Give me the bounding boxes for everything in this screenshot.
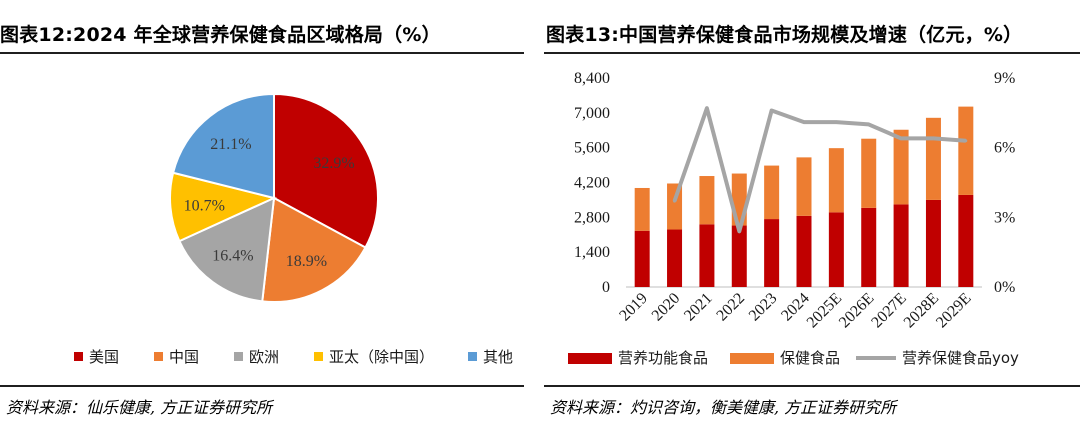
pie-legend-swatch-3 xyxy=(314,352,323,361)
yoy-point-2024 xyxy=(802,120,806,124)
pie-label-1: 18.9% xyxy=(286,253,327,270)
pie-label-0: 32.9% xyxy=(313,155,354,172)
bar-nutrition-2025E xyxy=(828,212,844,287)
pie-slice-3 xyxy=(169,171,278,243)
bar-legend-swatch-0 xyxy=(568,353,612,364)
yoy-point-2026E xyxy=(867,122,871,126)
yoy-point-2023 xyxy=(770,109,774,112)
bar-chart: 0 1,400 2,800 4,200 5,600 7,000 8,400 0% 3% 6% 9% 2… xyxy=(568,70,1019,367)
bar-source-rule xyxy=(544,385,1080,387)
yoy-point-2028E xyxy=(932,136,935,140)
bar-health-2019 xyxy=(634,187,650,231)
bar-nutrition-2023 xyxy=(764,219,780,287)
bar-chart-title: 图表13:中国营养保健食品市场规模及增速（亿元，%） xyxy=(546,24,1023,46)
bar-legend-label-0: 营养功能食品 xyxy=(618,349,708,367)
pie-legend-label-4: 其他 xyxy=(483,348,513,366)
bar-legend-label-1: 保健食品 xyxy=(780,349,840,367)
bar-panel: 图表13:中国营养保健食品市场规模及增速（亿元，%） 0 1,400 2,800 4,… xyxy=(544,0,1080,437)
pie-legend-swatch-2 xyxy=(234,352,243,361)
y-tick-label-1: 1,400 xyxy=(574,244,610,261)
yoy-point-2022 xyxy=(737,229,741,233)
bar-nutrition-2027E xyxy=(893,204,909,287)
yoy-point-2027E xyxy=(899,136,903,140)
x-tick-label-2022: 2022 xyxy=(713,290,748,325)
bar-health-2026E xyxy=(861,138,877,208)
bar-nutrition-2028E xyxy=(925,199,941,287)
y2-tick-label-0: 0% xyxy=(994,279,1015,296)
pie-source: 资料来源：仙乐健康, 方正证券研究所 xyxy=(6,398,273,417)
bar-title-rule xyxy=(544,52,1080,54)
pie-slice-0 xyxy=(273,92,379,249)
x-tick-label-2023: 2023 xyxy=(746,290,781,325)
x-tick-label-2020: 2020 xyxy=(649,290,684,325)
x-tick-label-2025E: 2025E xyxy=(804,290,846,332)
bar-health-2021 xyxy=(699,176,715,225)
pie-legend-swatch-1 xyxy=(154,352,163,361)
pie-slice-2 xyxy=(178,196,276,303)
pie-legend-label-2: 欧洲 xyxy=(249,348,279,366)
bar-nutrition-2020 xyxy=(667,229,683,287)
pie-source-rule xyxy=(0,385,524,387)
bar-health-2025E xyxy=(828,148,844,213)
x-tick-label-2028E: 2028E xyxy=(901,290,943,332)
x-tick-label-2019: 2019 xyxy=(616,290,651,325)
pie-chart-title: 图表12:2024 年全球营养保健食品区域格局（%） xyxy=(0,24,441,46)
bar-health-2028E xyxy=(925,117,941,200)
x-tick-label-2021: 2021 xyxy=(681,290,716,325)
pie-legend-label-3: 亚太（除中国） xyxy=(329,348,434,366)
bar-health-2029E xyxy=(958,106,974,195)
pie-chart: 32.9% 18.9% 16.4% 10.7% 21.1% 美国 中国 欧洲 亚太（除中国） 其他 xyxy=(74,92,513,366)
pie-label-3: 10.7% xyxy=(184,197,225,214)
bar-health-2023 xyxy=(764,165,780,220)
pie-legend-swatch-0 xyxy=(74,352,83,361)
pie-legend-label-0: 美国 xyxy=(89,348,119,366)
pie-slice-4 xyxy=(171,92,275,200)
pie-legend-swatch-4 xyxy=(468,352,477,361)
y-tick-label-0: 0 xyxy=(602,279,610,296)
bar-source: 资料来源：灼识咨询，衡美健康, 方正证券研究所 xyxy=(550,398,897,417)
yoy-line xyxy=(672,106,966,234)
y-tick-label-2: 2,800 xyxy=(574,209,610,226)
x-tick-label-2026E: 2026E xyxy=(836,290,878,332)
bar-legend-swatch-1 xyxy=(730,353,774,364)
bar-health-2024 xyxy=(796,157,812,216)
pie-label-4: 21.1% xyxy=(210,136,251,153)
y2-tick-label-3: 9% xyxy=(994,70,1015,87)
bar-nutrition-2026E xyxy=(861,207,877,287)
yoy-point-2020 xyxy=(673,199,676,203)
x-tick-label-2027E: 2027E xyxy=(868,290,910,332)
pie-label-2: 16.4% xyxy=(212,248,253,265)
yoy-point-2029E xyxy=(964,139,968,143)
bar-nutrition-2019 xyxy=(634,230,650,287)
bar-nutrition-2029E xyxy=(958,194,974,287)
pie-slice-1 xyxy=(261,196,367,303)
y-tick-label-5: 7,000 xyxy=(574,105,610,122)
x-tick-label-2029E: 2029E xyxy=(933,290,975,332)
y2-tick-label-2: 6% xyxy=(994,140,1015,157)
bar-legend-label-2: 营养保健食品yoy xyxy=(902,349,1019,367)
bar-nutrition-2021 xyxy=(699,224,715,287)
yoy-point-2021 xyxy=(705,106,709,110)
y-tick-label-3: 4,200 xyxy=(574,175,610,192)
bar-nutrition-2024 xyxy=(796,215,812,287)
y-tick-label-4: 5,600 xyxy=(574,140,610,157)
y2-tick-label-1: 3% xyxy=(994,209,1015,226)
pie-title-rule xyxy=(0,52,524,54)
bar-health-2027E xyxy=(893,129,909,205)
pie-legend-label-1: 中国 xyxy=(169,348,199,366)
yoy-point-2025E xyxy=(834,120,838,124)
bar-nutrition-2022 xyxy=(731,225,747,287)
pie-panel: 图表12:2024 年全球营养保健食品区域格局（%） 32.9% 18.9% 16.… xyxy=(0,0,524,437)
y-tick-label-6: 8,400 xyxy=(574,70,610,87)
